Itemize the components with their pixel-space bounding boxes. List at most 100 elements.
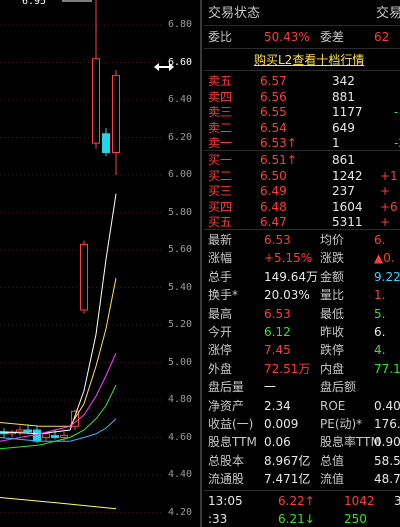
bid-row: 买四 6.48 1604 +6: [208, 198, 400, 217]
candle-body: [112, 75, 120, 153]
stat-value: 20.03%: [264, 288, 310, 303]
stat-value-right: 1.: [374, 288, 386, 303]
stat-label-right: 均价: [320, 233, 345, 247]
divider: [204, 70, 400, 71]
stat-label-right: 股息率TTM: [320, 435, 381, 450]
candle-body: [33, 429, 41, 442]
stat-label: 外盘: [208, 361, 233, 376]
stat-label: 涨停: [208, 343, 233, 358]
weibi-row: 委比 50.43% 委差 62: [208, 28, 400, 47]
axis-label: 5.80: [168, 206, 193, 218]
tick-price: 6.22↑: [278, 494, 315, 508]
stat-value: 7.45: [264, 343, 291, 358]
axis-label: 6.60: [168, 56, 193, 68]
bid-price: 6.49: [260, 184, 287, 198]
stat-value: 8.967亿: [264, 453, 311, 468]
peak-price-label: 6.95: [22, 0, 46, 7]
stat-value: 2.34: [264, 398, 291, 413]
axis-label: 4.40: [168, 469, 193, 480]
stat-value: 6.53: [264, 233, 291, 247]
panel-title-right: 交易: [376, 6, 400, 21]
bid-change: +1: [380, 168, 398, 183]
stat-row: 换手* 20.03% 量比 1.: [208, 286, 400, 305]
stat-value: 149.64万: [264, 269, 318, 284]
ask-price: 6.54: [260, 120, 287, 135]
stat-value: 6.53: [264, 306, 291, 321]
ask-level-label: 卖三: [208, 105, 233, 119]
axis-label: 5.20: [168, 319, 193, 330]
bid-price: 6.50: [260, 168, 287, 183]
stat-label-right: 流值: [320, 472, 345, 487]
stat-label: 股息TTM: [208, 435, 257, 450]
stat-label: 今开: [208, 325, 233, 339]
bid-level-label: 买二: [208, 168, 233, 183]
kline-chart[interactable]: 6.95: [0, 0, 200, 527]
axis-label: 5.60: [168, 244, 193, 255]
tick-price: 6.21↓: [278, 512, 315, 526]
stat-label-right: 内盘: [320, 361, 345, 376]
ask-row: 卖五 6.57 342: [208, 72, 400, 91]
quote-panel: 交易状态 交易 委比 50.43% 委差 62 购买L2查看十档行情 卖五 6.5…: [204, 0, 400, 527]
tick-time: 13:05: [208, 494, 243, 508]
axis-label: 6.80: [168, 19, 193, 30]
bid-volume: 861: [332, 153, 355, 167]
bid-level-label: 买一: [208, 153, 233, 167]
axis-label: 5.40: [168, 281, 193, 293]
candle-body: [102, 133, 110, 153]
stat-label: 涨幅: [208, 251, 233, 266]
moving-average-line: [0, 384, 117, 450]
stat-value-right: 0.40: [374, 398, 400, 413]
bid-level-label: 买三: [208, 184, 233, 198]
l2-row: 购买L2查看十档行情: [208, 51, 400, 70]
stat-value-right: 4.: [374, 343, 386, 358]
candle-body: [92, 58, 100, 144]
stat-value: 7.471亿: [264, 472, 311, 487]
divider: [204, 48, 400, 49]
buy-l2-link[interactable]: 购买L2查看十档行情: [254, 53, 365, 67]
panel-divider: [200, 0, 202, 527]
stat-value: +5.15%: [264, 251, 313, 266]
ask-price: 6.55: [260, 105, 287, 119]
bid-row: 买三 6.49 237 +: [208, 182, 400, 201]
candle-body: [42, 433, 50, 438]
stat-row: 盘后量 一 盘后额: [208, 378, 400, 397]
weicha-label: 委差: [320, 30, 345, 44]
bid-change: +: [380, 215, 391, 229]
ask-level-label: 卖二: [208, 120, 233, 135]
bid-price: 6.47: [260, 215, 287, 229]
ask-row: 卖二 6.54 649: [208, 119, 400, 138]
ask-price: 6.53↑: [260, 136, 297, 150]
stat-label: 总股本: [208, 453, 245, 468]
stat-label: 总手: [208, 269, 233, 284]
axis-label: 6.00: [168, 169, 193, 180]
moving-average-line: [0, 352, 117, 442]
moving-average-line: [0, 193, 117, 435]
weibi-value: 50.43%: [264, 30, 310, 44]
stat-value: 0.06: [264, 435, 291, 450]
stat-label-right: 最低: [320, 306, 345, 321]
ask-change: -2: [394, 136, 400, 150]
stat-value-right: 0.90: [374, 435, 400, 450]
stat-row: 涨停 7.45 跌停 4.: [208, 341, 400, 360]
bid-change: +: [380, 184, 391, 198]
bid-price: 6.51↑: [260, 153, 297, 167]
stat-row: 涨幅 +5.15% 涨跌 ▲0.: [208, 249, 400, 268]
ask-price: 6.56: [260, 89, 287, 104]
ask-level-label: 卖四: [208, 89, 233, 104]
weibi-label: 委比: [208, 30, 233, 44]
stat-value-right: 77.13: [374, 361, 400, 376]
stat-value: 0.009: [264, 417, 299, 431]
resize-cursor-icon: [154, 63, 174, 71]
ask-volume: 1: [332, 136, 340, 150]
bid-volume: 1604: [332, 199, 363, 214]
stat-label: 流通股: [208, 472, 245, 487]
stat-label: 最高: [208, 306, 233, 321]
bid-price: 6.48: [260, 199, 287, 214]
stat-row: 最新 6.53 均价 6.: [208, 231, 400, 250]
ask-volume: 649: [332, 120, 355, 135]
bid-volume: 5311: [332, 215, 363, 229]
candle-body: [24, 429, 32, 433]
